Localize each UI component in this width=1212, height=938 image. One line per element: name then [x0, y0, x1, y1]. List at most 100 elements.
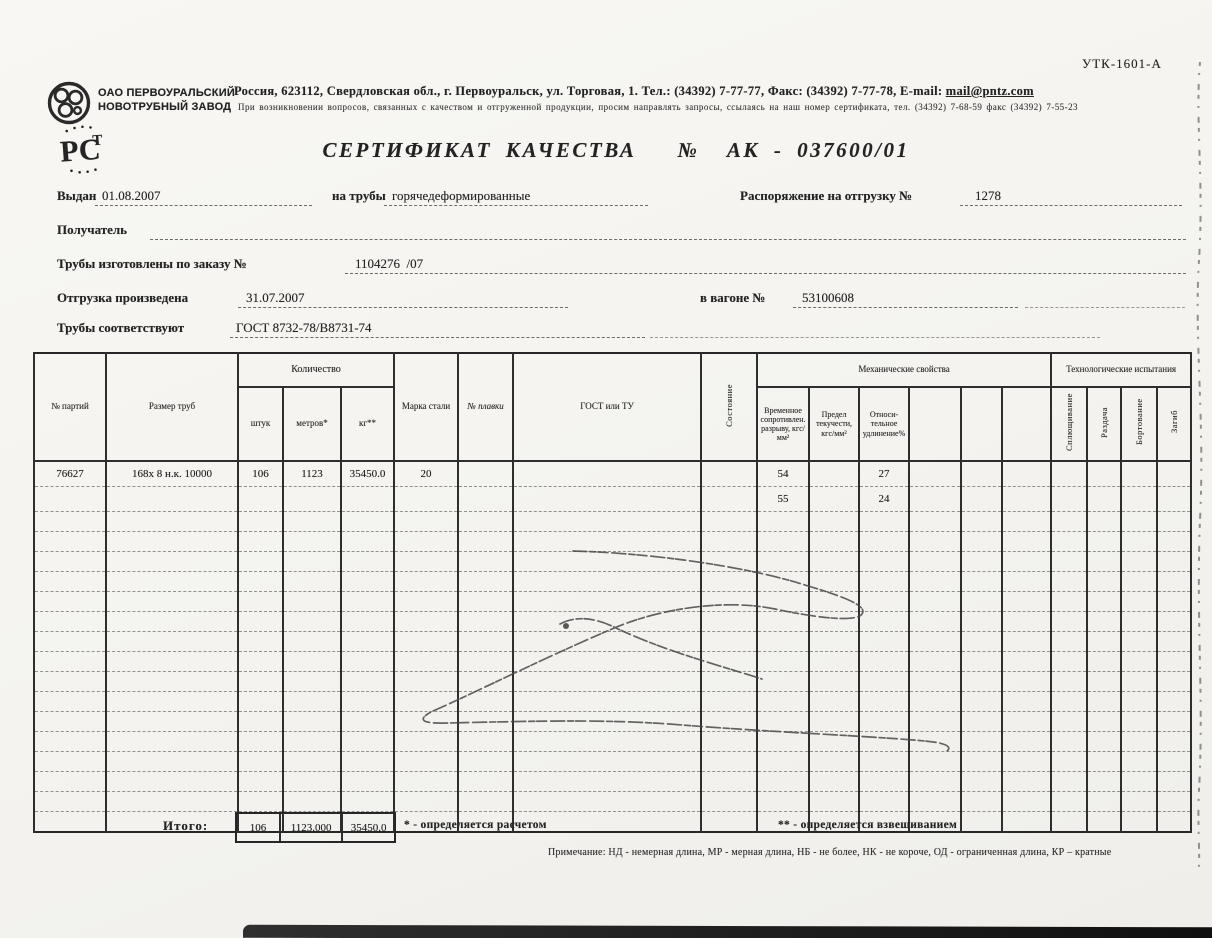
cell-tensile: 55: [756, 486, 811, 512]
col-header-melt-no: № плавки: [457, 353, 515, 462]
standard-label: Трубы соответствуют: [57, 320, 185, 335]
cell-size: 168х 8 н.к. 10000: [105, 461, 239, 487]
table-body: 76627 168х 8 н.к. 10000 106 1123 35450.0…: [33, 461, 1193, 833]
col-header-gost: ГОСТ или ТУ: [512, 353, 703, 462]
wagon-label: в вагоне №: [700, 290, 766, 305]
table-row: [33, 531, 1193, 552]
quality-notice: При возникновении вопросов, связанных с …: [238, 102, 1078, 112]
col-header-size: Размер труб: [105, 353, 239, 462]
cell-steel-grade: 20: [393, 461, 460, 487]
footnote-double-star: ** - определяется взвешиванием: [778, 819, 958, 831]
totals-kg: 35450.0: [341, 814, 394, 841]
issued-value: 01.08.2007: [102, 188, 161, 203]
scan-artifact-bottom-bar: [242, 924, 1212, 938]
footnote-note: Примечание: НД - немерная длина, МР - ме…: [548, 847, 1112, 858]
col-header-flanging: Бортова­ние: [1120, 387, 1159, 462]
col-header-mech-blank-3: [1001, 387, 1053, 462]
table-row: 76627 168х 8 н.к. 10000 106 1123 35450.0…: [33, 461, 1193, 487]
wagon-value: 53100608: [802, 290, 854, 305]
pipes-label: на трубы: [332, 188, 386, 203]
cell-party-no: 76627: [33, 461, 107, 487]
table-row: [33, 691, 1193, 712]
col-header-elongation: Относи­тельное удлине­ние%: [858, 387, 911, 462]
table-row: [33, 591, 1193, 612]
group-header-quantity: Количество: [236, 353, 396, 388]
col-header-mech-blank-1: [908, 387, 963, 462]
standard-value: ГОСТ 8732-78/В8731-74: [236, 320, 372, 335]
col-header-steel-grade: Марка стали: [393, 353, 460, 462]
table-row: [33, 671, 1193, 692]
field-underline: [345, 273, 1186, 274]
table-row: [33, 711, 1193, 732]
totals-box: 106 1123.000 35450.0: [235, 812, 396, 843]
table-row: [33, 651, 1193, 672]
field-underline: [384, 205, 648, 206]
scan-artifact-right-edge: [1196, 61, 1203, 873]
table-row: [33, 751, 1193, 772]
shipment-order-value: 1278: [975, 188, 1001, 203]
field-underline: [650, 337, 1100, 338]
totals-label: Итого:: [163, 818, 209, 833]
field-underline: [1025, 307, 1185, 308]
group-header-mechanical: Механические свойства: [756, 353, 1053, 388]
table-row: [33, 511, 1193, 532]
col-header-party-no: № партий: [33, 353, 107, 462]
table-row: [33, 791, 1193, 812]
table-row: [33, 571, 1193, 592]
field-underline: [238, 307, 568, 308]
form-code: УТК-1601-А: [1082, 56, 1162, 71]
field-underline: [150, 239, 1186, 240]
svg-text:Т: Т: [92, 133, 103, 150]
cell-tensile: 54: [756, 461, 811, 487]
rst-mark-letters: РС: [59, 133, 102, 169]
field-underline: [960, 205, 1182, 206]
field-underline: [793, 307, 1018, 308]
col-header-yield: Предел текуче­сти, кгс/мм²: [808, 387, 861, 462]
totals-meters: 1123.000: [278, 814, 341, 841]
shipment-order-label: Распоряжение на отгрузку №: [740, 188, 913, 203]
shipped-label: Отгрузка произведена: [57, 290, 189, 305]
table-row: [33, 631, 1193, 652]
address-text: Россия, 623112, Свердловская обл., г. Пе…: [234, 84, 946, 98]
table-row: [33, 551, 1193, 572]
receiver-label: Получатель: [57, 222, 128, 237]
table-row: 55 24: [33, 486, 1193, 512]
col-header-condition: Состояние: [700, 353, 759, 462]
col-header-tensile: Времен­ное сопротивлен. разрыву, кгс/мм²: [756, 387, 811, 462]
shipped-value: 31.07.2007: [246, 290, 305, 305]
factory-logo-icon: [46, 80, 92, 126]
cell-elongation: 24: [858, 486, 911, 512]
company-email: mail@pntz.com: [945, 84, 1034, 98]
company-address: Россия, 623112, Свердловская обл., г. Пе…: [234, 84, 1164, 99]
company-name-line2: НОВОТРУБНЫЙ ЗАВОД: [98, 101, 232, 114]
cell-pieces: 106: [237, 461, 284, 487]
field-underline: [95, 205, 312, 206]
col-header-kg: кг**: [339, 387, 396, 462]
footnote-star: * - определяется расчетом: [404, 819, 547, 831]
company-name-line1: ОАО ПЕРВОУРАЛЬСКИЙ: [98, 87, 235, 99]
issued-label: Выдан: [57, 188, 97, 203]
col-header-mech-blank-2: [960, 387, 1004, 462]
col-header-bend: Загиб: [1156, 387, 1193, 462]
col-header-meters: метров*: [282, 387, 342, 462]
made-to-order-value: 1104276 /07: [355, 256, 424, 271]
table-row: [33, 731, 1193, 752]
cell-elongation: 27: [858, 461, 911, 487]
table-row: [33, 771, 1193, 792]
document-title: СЕРТИФИКАТ КАЧЕСТВА № АК - 037600/01: [322, 138, 910, 162]
table-row: [33, 811, 1193, 833]
cell-kg: 35450.0: [339, 461, 396, 487]
group-header-technological: Технологические испытания: [1050, 353, 1193, 388]
col-header-pieces: штук: [237, 387, 284, 462]
cell-meters: 1123: [282, 461, 342, 487]
field-underline: [230, 337, 645, 338]
col-header-expansion: Раздача: [1086, 387, 1123, 462]
certificate-table: № партий Размер труб Количество Марка ст…: [33, 352, 1193, 833]
totals-pieces: 106: [249, 821, 267, 834]
rst-certification-mark-icon: РС Т: [56, 122, 110, 176]
made-to-order-label: Трубы изготовлены по заказу №: [57, 256, 247, 271]
col-header-flattening: Сплющи­вание: [1050, 387, 1089, 462]
table-row: [33, 611, 1193, 632]
pipes-value: горячедеформированные: [392, 188, 531, 203]
